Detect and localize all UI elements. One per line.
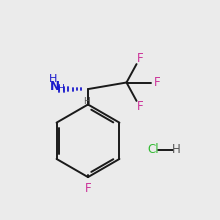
Text: F: F (136, 100, 143, 113)
Text: Cl: Cl (147, 143, 159, 156)
Text: F: F (136, 52, 143, 65)
Text: H: H (172, 143, 180, 156)
Text: N: N (50, 80, 60, 94)
Text: F: F (154, 76, 161, 89)
Text: H: H (58, 84, 64, 93)
Text: H: H (49, 74, 57, 84)
Text: F: F (85, 182, 91, 195)
Text: H: H (84, 97, 90, 106)
